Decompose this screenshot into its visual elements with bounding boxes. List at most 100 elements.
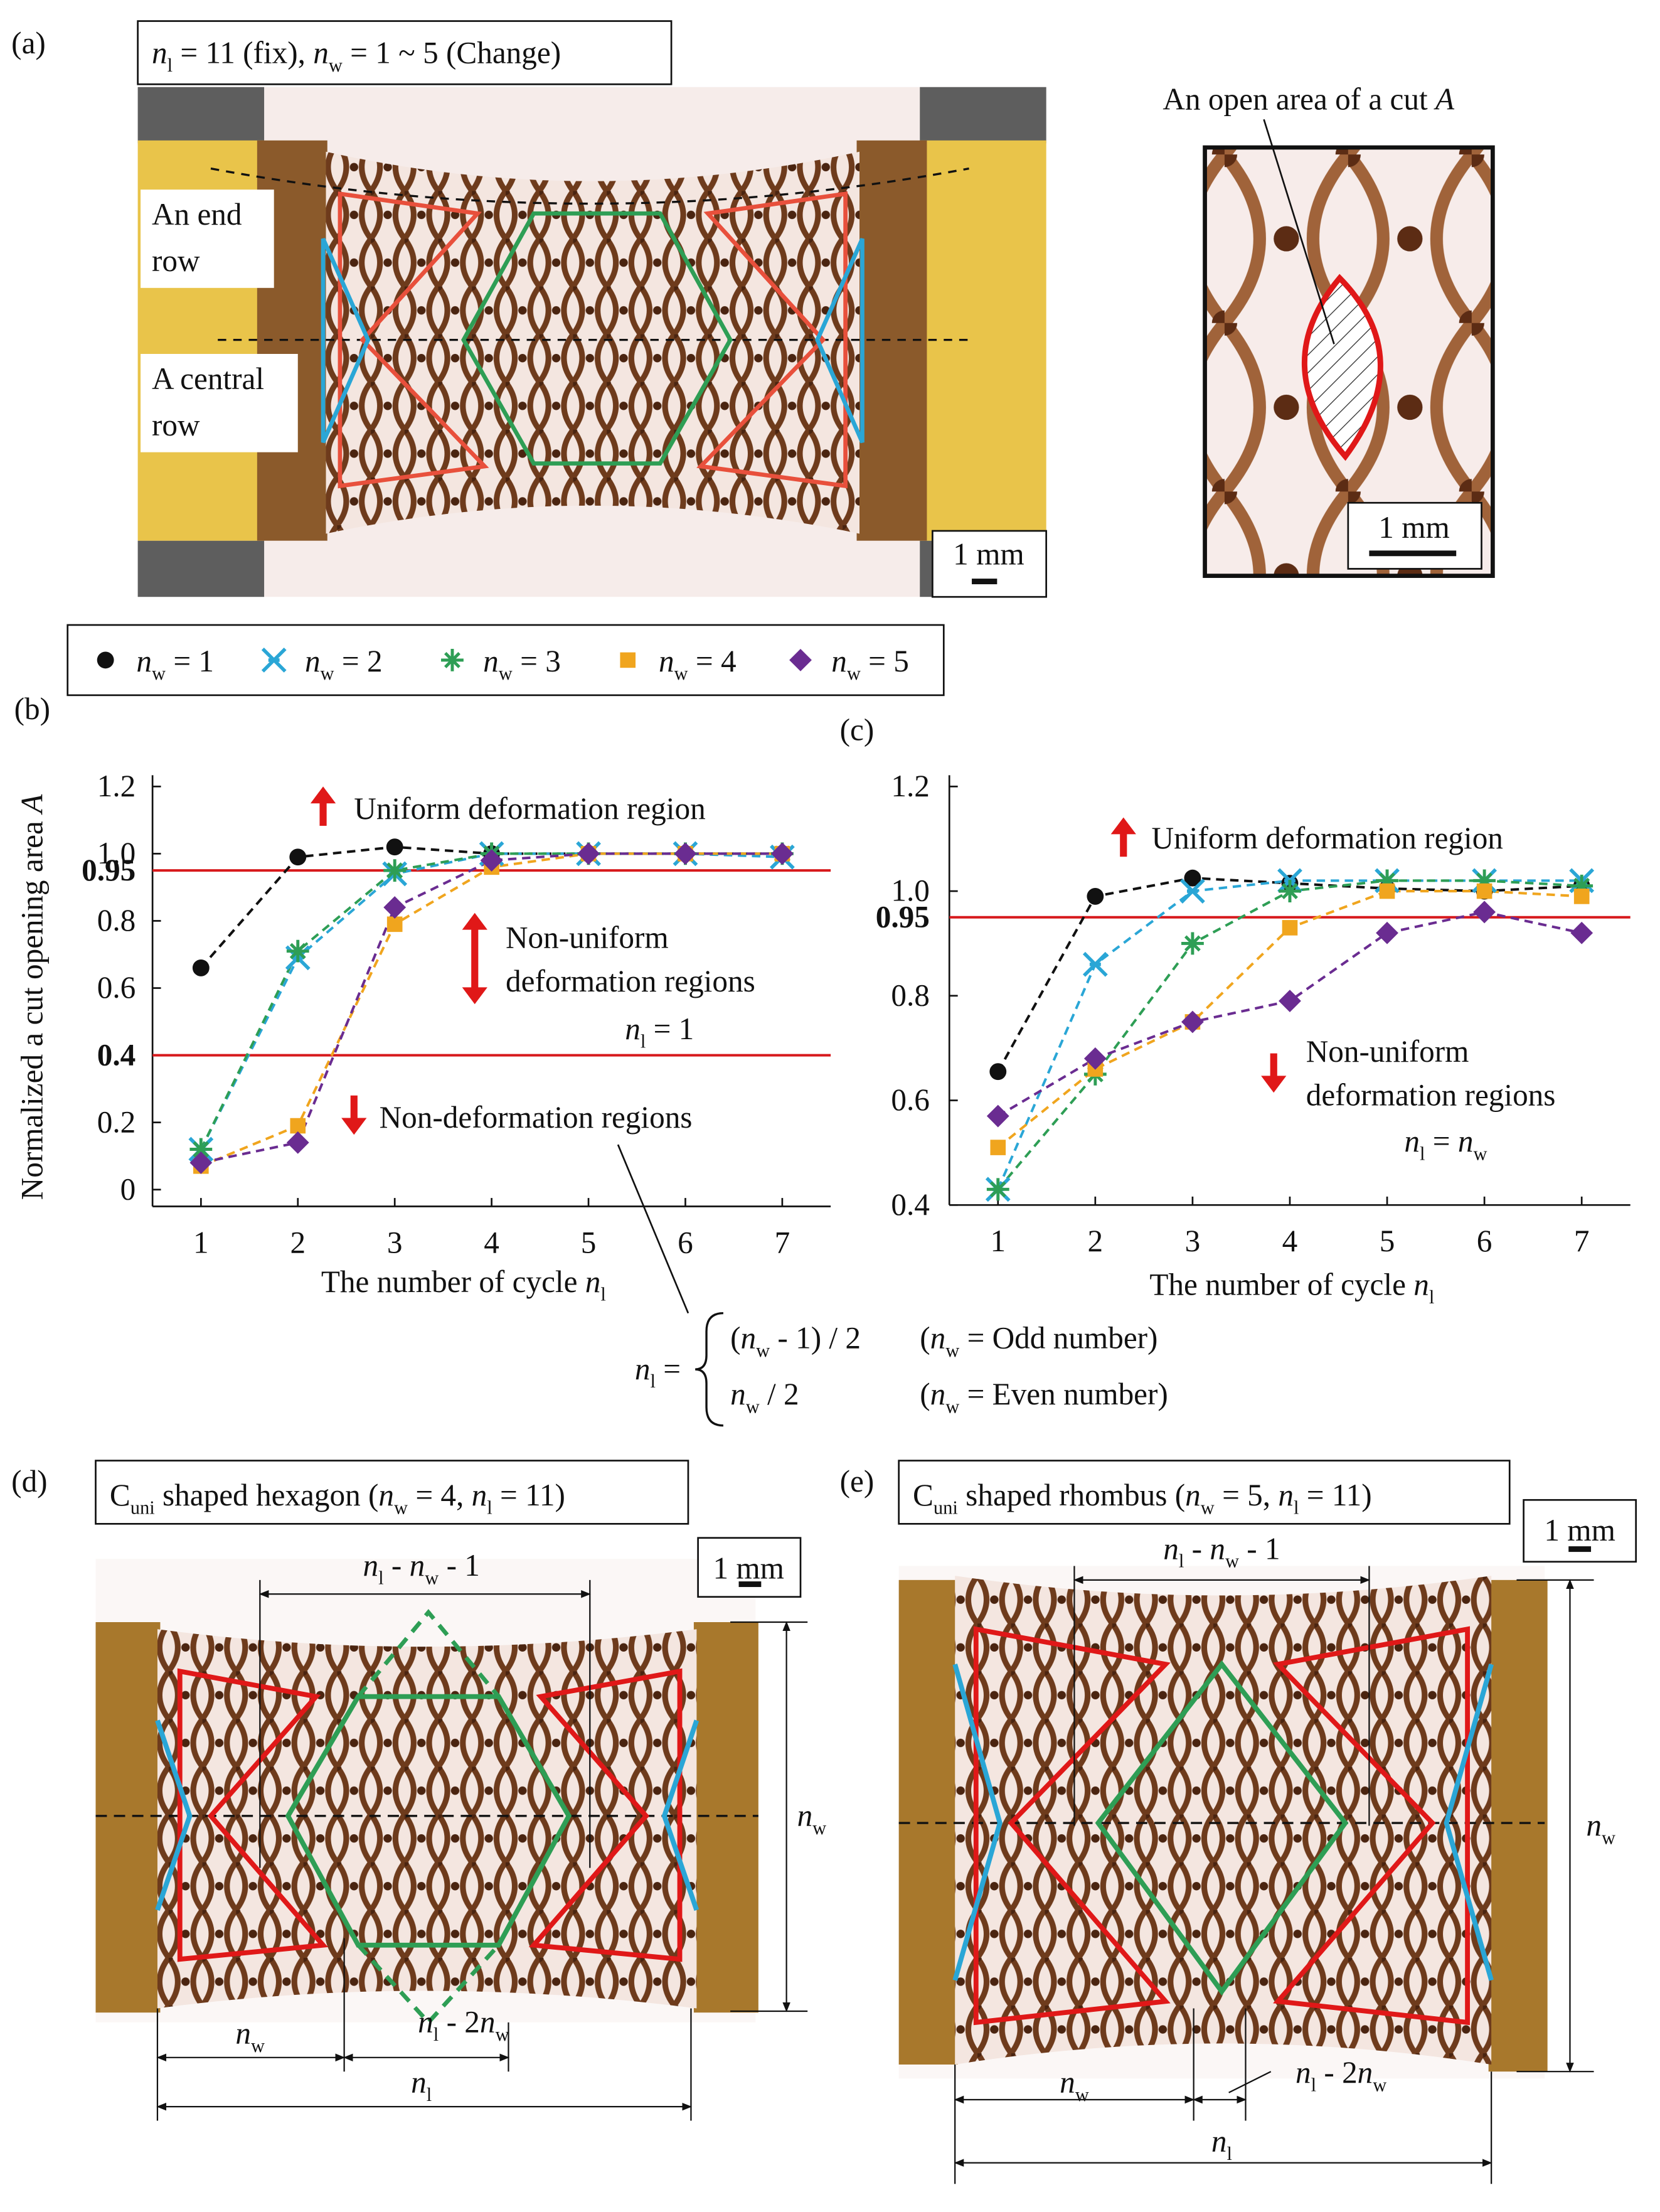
text-part: The number of cycle xyxy=(321,1264,585,1299)
photo-a-part xyxy=(321,238,371,444)
point xyxy=(1473,869,1496,892)
point xyxy=(289,848,307,866)
point xyxy=(1181,1010,1204,1034)
photo-d-part xyxy=(356,1609,501,2026)
x-tick-label: 1 xyxy=(990,1224,1006,1258)
x-tick-label: 5 xyxy=(1380,1224,1395,1258)
dimension-label: nl - nw - 1 xyxy=(1163,1531,1280,1571)
photo-e-part xyxy=(1095,1660,1349,1996)
scale-label: 1 mm xyxy=(953,537,1024,572)
formula-condition: (nw = Odd number) xyxy=(920,1321,1157,1361)
text-part: uni xyxy=(130,1497,155,1519)
x-tick-label: 2 xyxy=(290,1225,306,1259)
text-part: w xyxy=(394,1497,408,1519)
text-part: A xyxy=(14,794,49,815)
formula-expression: nw / 2 xyxy=(730,1377,799,1417)
panel-label: (c) xyxy=(840,712,875,747)
photo-d xyxy=(95,1460,808,2121)
text-part: w xyxy=(495,2024,509,2045)
text-part: C xyxy=(110,1478,130,1512)
text-part: l xyxy=(1420,1143,1425,1165)
x-tick-label: 2 xyxy=(1088,1224,1104,1258)
text-part: An open area of a cut xyxy=(1163,82,1435,117)
photo-a-part xyxy=(920,140,1046,541)
text-part: = 4, xyxy=(408,1478,472,1512)
point xyxy=(1279,990,1301,1013)
text-part: = 1 xyxy=(646,1012,694,1046)
x-tick-label: 6 xyxy=(678,1225,693,1259)
y-axis-label: Normalized a cut opening area A xyxy=(14,794,49,1200)
dimension-label: nw xyxy=(235,2016,265,2056)
text-part: l xyxy=(487,1497,492,1519)
panel-label: (a) xyxy=(11,26,46,60)
text-part: n xyxy=(625,1012,641,1046)
dimension-label: nw xyxy=(797,1798,827,1839)
text-part: = 2 xyxy=(334,644,383,678)
text-part: Uniform deformation region xyxy=(1152,821,1503,855)
text-part: l xyxy=(1226,2143,1232,2164)
arrow-head xyxy=(462,912,487,930)
photo-e xyxy=(898,1460,1637,2184)
point xyxy=(192,959,210,976)
text-part: w xyxy=(499,663,513,684)
text-part: n xyxy=(635,1352,651,1386)
text-part: w xyxy=(1225,1551,1239,1572)
text-part: n xyxy=(1185,1478,1201,1512)
point xyxy=(1376,921,1398,944)
panel-label: (e) xyxy=(840,1464,875,1499)
formula-expression: (nw - 1) / 2 xyxy=(730,1321,861,1361)
photo-d-part xyxy=(95,1622,161,2013)
text-part: w xyxy=(812,1817,826,1839)
photo-d-part xyxy=(693,1622,758,2013)
inset-title: An open area of a cut A xyxy=(1163,82,1455,117)
text-part: uni xyxy=(934,1497,958,1519)
text-part: w xyxy=(746,1396,760,1418)
inset-photo-part xyxy=(1263,119,1335,345)
point xyxy=(97,651,114,669)
point xyxy=(1282,920,1298,936)
text-part: = 1 ~ 5 (Change) xyxy=(343,36,561,70)
panel-title: Cuni shaped rhombus (nw = 5, nl = 11) xyxy=(913,1478,1372,1518)
text-part: n xyxy=(1163,1531,1179,1566)
chart: (c) 0.4 0.6 0.8 0.951.0 1.2 1 2 3 4 5 6 7 The number … xyxy=(840,712,1631,1308)
point xyxy=(290,1118,306,1134)
text-part: deformation regions xyxy=(1306,1077,1556,1112)
point xyxy=(1476,883,1492,899)
arrow-head xyxy=(1261,1076,1287,1093)
y-tick-label: 0.6 xyxy=(891,1082,930,1117)
text-part: w xyxy=(674,663,688,684)
point xyxy=(1473,900,1496,924)
row-label: An end xyxy=(152,197,242,232)
text-part: w xyxy=(1473,1143,1487,1165)
inset-photo xyxy=(1203,119,1495,578)
formula-condition: (nw = Even number) xyxy=(920,1377,1168,1417)
photo-e-part xyxy=(1488,1579,1548,2072)
point xyxy=(577,842,600,865)
point xyxy=(286,1131,309,1154)
text-part: = Even number) xyxy=(959,1377,1168,1411)
point xyxy=(620,652,636,668)
text-part: - 1) / 2 xyxy=(770,1321,861,1355)
text-part: l xyxy=(378,1568,383,1589)
y-tick-label: 0.4 xyxy=(97,1037,136,1072)
photo-e-part xyxy=(955,1576,1492,2065)
text-part: ( xyxy=(920,1321,930,1355)
point xyxy=(383,896,407,919)
text-part: = 1 xyxy=(166,644,214,678)
scale-label: 1 mm xyxy=(1378,510,1449,545)
point xyxy=(386,838,403,856)
text-part: l xyxy=(1294,1497,1299,1519)
photo-a-part xyxy=(972,579,998,585)
text-part: n xyxy=(659,644,674,678)
text-part: n xyxy=(831,644,847,678)
arrow-head xyxy=(310,786,336,804)
photo-e-part xyxy=(973,1626,1171,2026)
scale-label: 1 mm xyxy=(1544,1513,1615,1547)
text-part: n xyxy=(730,1377,746,1411)
x-axis-label: The number of cycle nl xyxy=(321,1264,606,1305)
point xyxy=(189,1138,213,1161)
text-part: n xyxy=(152,36,168,70)
annotation: Uniform deformation region xyxy=(1152,821,1503,855)
panel-title: Cuni shaped hexagon (nw = 4, nl = 11) xyxy=(110,1478,565,1518)
